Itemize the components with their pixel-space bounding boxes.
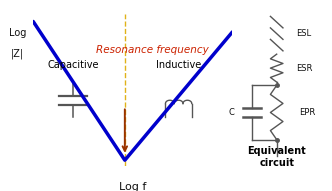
Text: C: C [229, 108, 235, 117]
Text: Inductive: Inductive [156, 60, 201, 70]
Text: EPR: EPR [299, 108, 315, 117]
Text: Capacitive: Capacitive [47, 60, 99, 70]
Text: ESL: ESL [296, 29, 311, 38]
Text: Log f: Log f [119, 182, 146, 191]
Text: Equivalent
circuit: Equivalent circuit [247, 146, 306, 168]
Text: Log: Log [9, 28, 26, 38]
Text: |Z|: |Z| [11, 48, 24, 59]
Text: Resonance frequency: Resonance frequency [96, 45, 209, 55]
Text: ESR: ESR [296, 64, 313, 73]
